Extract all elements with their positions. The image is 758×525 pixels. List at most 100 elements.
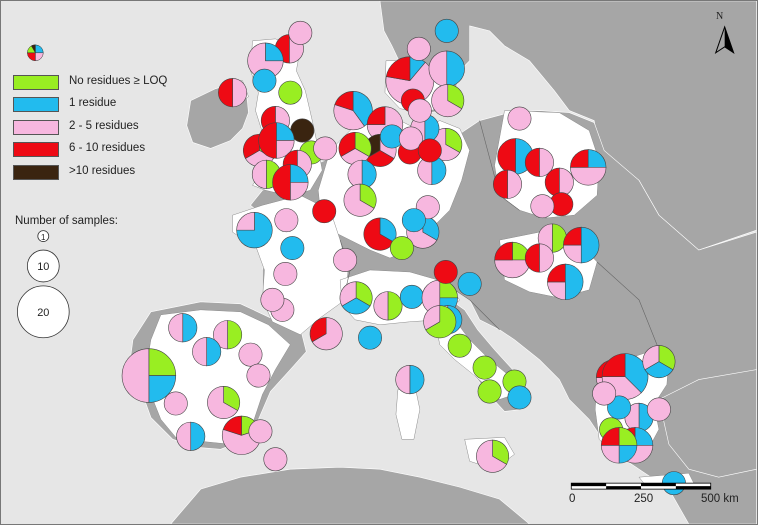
pie-hungary-w <box>494 241 531 279</box>
pie-slice <box>434 18 459 43</box>
scale-bar-seg <box>675 486 711 490</box>
pie-slice <box>333 104 365 131</box>
pie-spain-c2 <box>207 385 241 419</box>
pie-slice <box>247 42 284 79</box>
pie-slice <box>607 395 632 420</box>
pie-slice <box>252 159 267 189</box>
pie-slice <box>447 333 472 358</box>
pie-swiss <box>399 284 424 309</box>
pie-slice <box>564 263 584 301</box>
pie-slice <box>260 287 285 312</box>
pie-slice <box>343 183 375 217</box>
pie-slice <box>163 391 188 416</box>
pie-sicily <box>476 439 510 473</box>
scale-label-0: 0 <box>569 493 576 505</box>
pie-poland-w <box>417 138 442 163</box>
pie-slice <box>182 313 198 343</box>
pie-slice <box>258 122 277 159</box>
scale-label-250: 250 <box>634 493 654 505</box>
legend-label: 1 residue <box>69 97 117 109</box>
legend-swatch <box>13 75 59 90</box>
pie-france-se2 <box>373 291 403 321</box>
pie-germany-e2 <box>338 131 372 165</box>
pie-slice <box>494 241 513 261</box>
pie-slice <box>507 106 532 131</box>
pie-italy-n2 <box>433 260 458 284</box>
pie-slice <box>425 305 457 339</box>
pie-slice <box>227 320 242 350</box>
pie-poland-s2 <box>530 194 555 219</box>
pie-greece-e <box>646 397 671 422</box>
size-label-medium: 10 <box>37 261 49 273</box>
scale-bar-seg <box>640 483 676 487</box>
pie-slice <box>280 236 305 261</box>
pie-france-c <box>280 236 305 261</box>
size-label-large: 20 <box>37 307 49 319</box>
legend-label: 6 - 10 residues <box>69 142 146 154</box>
pie-slice <box>148 348 177 376</box>
pie-slice <box>334 90 354 111</box>
north-label: N <box>716 11 724 22</box>
pie-slice <box>644 361 674 379</box>
pie-france-s2 <box>358 325 382 350</box>
pie-slice <box>176 421 192 451</box>
pie-slice <box>278 80 303 105</box>
pie-slice <box>547 263 566 283</box>
pie-slice <box>218 78 233 108</box>
pie-uk-london <box>272 164 309 201</box>
pie-slice <box>539 147 554 177</box>
legend-swatch <box>13 165 59 180</box>
pie-norway-s <box>406 36 431 61</box>
legend-swatch <box>13 120 59 135</box>
pie-slice <box>399 284 424 309</box>
pie-germany-s <box>343 183 377 217</box>
legend-swatch <box>13 142 59 157</box>
pie-sweden-se <box>431 84 465 118</box>
pie-slice <box>387 291 403 321</box>
pie-slice <box>338 131 356 157</box>
pie-spain-ne2 <box>238 342 263 367</box>
pie-spain-s3 <box>263 447 288 472</box>
pie-poland-c <box>507 106 532 131</box>
scale-label-500: 500 km <box>701 493 739 505</box>
pie-slice <box>395 365 411 395</box>
pie-spain-s2 <box>248 419 273 444</box>
pie-slice <box>248 419 273 444</box>
anatolia-land <box>658 369 757 478</box>
pie-slice <box>366 106 386 125</box>
pie-slice <box>312 199 337 224</box>
pie-slice <box>206 337 222 367</box>
pie-slice <box>274 208 299 233</box>
pie-spain-n <box>260 287 285 312</box>
pie-slice <box>570 149 589 168</box>
pie-slice <box>190 421 206 451</box>
pie-germany-e <box>417 155 447 185</box>
pie-slice <box>192 337 207 367</box>
pie-slice <box>288 20 313 45</box>
pie-slice <box>246 363 271 388</box>
pie-slice <box>457 271 482 296</box>
pie-spain-s <box>176 421 206 451</box>
pie-greece-c2 <box>607 395 632 420</box>
pie-slice <box>507 385 532 410</box>
size-label-small: 1 <box>41 233 46 242</box>
pie-slice <box>385 56 411 82</box>
pie-highlands <box>247 42 284 79</box>
pie-spain-ne <box>192 337 222 367</box>
pie-slice <box>243 133 260 159</box>
pie-slice <box>477 379 502 404</box>
pie-slice <box>407 98 432 123</box>
pie-slice <box>476 439 507 473</box>
pie-slice <box>433 260 458 284</box>
pie-slice <box>580 226 600 264</box>
pie-germany-s2 <box>389 236 414 261</box>
pie-france-sw2 <box>333 248 358 272</box>
legend-swatch <box>13 97 59 112</box>
pie-ireland-east <box>218 78 247 108</box>
pie-slice <box>600 427 620 446</box>
pie-charts <box>121 18 686 496</box>
pie-france-n <box>312 199 337 224</box>
pie-slice <box>339 281 357 307</box>
